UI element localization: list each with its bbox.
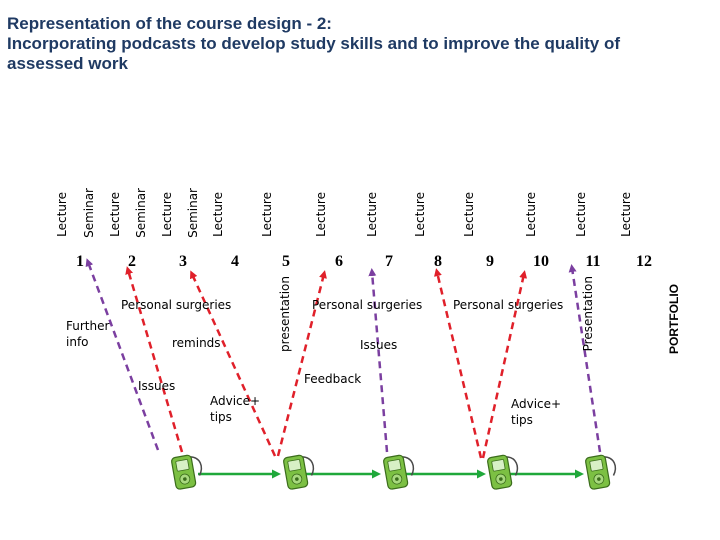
week-number: 10 xyxy=(533,253,549,270)
purple-dashed-arrow xyxy=(368,268,389,453)
feedback-label: Feedback xyxy=(304,372,362,386)
reminds-label: reminds xyxy=(172,336,221,350)
red-dashed-arrow xyxy=(190,270,277,457)
personal-surgeries-label: Personal surgeries xyxy=(453,298,564,312)
advice-tips-label: Advice+ tips xyxy=(210,394,261,424)
red-dashed-arrow xyxy=(434,268,483,459)
presentation-label: presentation xyxy=(278,276,292,352)
mp3-player-icon xyxy=(487,454,519,490)
personal-surgeries-label: Personal surgeries xyxy=(312,298,423,312)
title-line-3: assessed work xyxy=(7,54,128,73)
further-info-label: Further info xyxy=(66,319,110,349)
week-number: 7 xyxy=(385,253,393,270)
week-number: 11 xyxy=(585,253,601,270)
week-number: 12 xyxy=(636,253,652,270)
mp3-player-icon xyxy=(283,454,315,490)
issues-label: Issues xyxy=(360,338,398,352)
mp3-player-icon xyxy=(585,454,617,490)
week-number: 5 xyxy=(282,253,290,270)
advice-tips-label: Advice+ tips xyxy=(511,397,562,427)
slide-title: Representation of the course design - 2:… xyxy=(7,14,707,74)
mp3-player-icon xyxy=(383,454,415,490)
week-number: 8 xyxy=(434,253,442,270)
portfolio-label: PORTFOLIO xyxy=(667,284,681,354)
title-line-1: Representation of the course design - 2: xyxy=(7,14,332,33)
red-dashed-arrow xyxy=(125,266,184,453)
week-number: 4 xyxy=(231,253,239,270)
week-number: 1 xyxy=(76,253,84,270)
red-dashed-arrow xyxy=(276,270,327,457)
week-number: 6 xyxy=(335,253,343,270)
week-number: 9 xyxy=(486,253,494,270)
presentation-label: Presentation xyxy=(581,276,595,352)
week-number: 3 xyxy=(179,253,187,270)
purple-dashed-arrow xyxy=(85,258,160,451)
title-line-2: Incorporating podcasts to develop study … xyxy=(7,34,621,53)
red-dashed-arrow xyxy=(481,270,528,459)
week-number: 2 xyxy=(128,253,136,270)
mp3-player-icon xyxy=(171,454,203,490)
issues-label: Issues xyxy=(138,379,176,393)
personal-surgeries-label: Personal surgeries xyxy=(121,298,232,312)
